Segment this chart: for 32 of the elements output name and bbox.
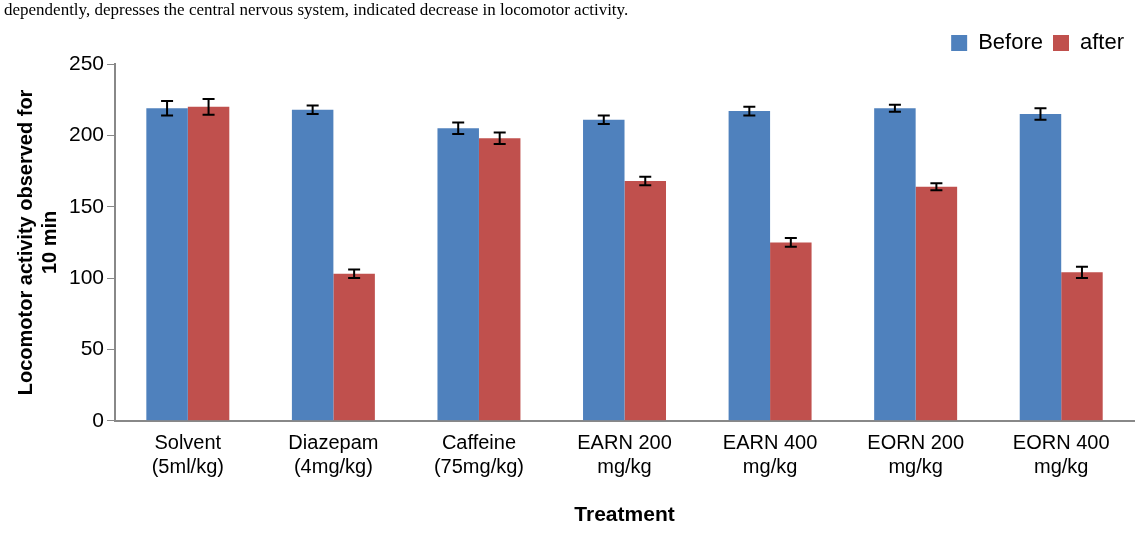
legend-label: after [1079,29,1125,55]
x-tick-label: Solvent (5ml/kg) [151,431,224,478]
y-tick-label: 250 [68,50,105,74]
bar [728,111,771,421]
x-tick-label: EORN 400 mg/kg [1012,431,1110,478]
bar [624,181,667,421]
x-tick-label: EORN 200 mg/kg [867,431,965,478]
text: dependently, depresses the central nervous system, indicated decrease in locomotor activity. [4,0,629,20]
bar [874,108,916,421]
bar [1061,272,1103,421]
bar [1019,113,1062,421]
x-tick-label: EARN 400 mg/kg [722,431,818,478]
bar [291,109,334,421]
x-tick-label: EARN 200 mg/kg [577,431,672,478]
y-tick-label: 200 [68,122,105,146]
bar [437,128,479,421]
legend-label: Before [978,29,1043,55]
bar [478,138,521,421]
y-tick-label: 50 [80,336,105,360]
bar [770,242,812,421]
x-tick-label: Caffeine (75mg/kg) [433,431,524,478]
bar [915,186,958,421]
y-axis-title: Locomotor activity observed for 10 min [13,89,60,396]
bar [146,108,188,421]
y-tick-label: 0 [92,407,105,431]
y-tick-label: 100 [68,264,105,288]
bar [333,273,375,421]
bar [583,119,625,421]
x-axis-title: Treatment [574,502,675,526]
x-tick-label: Diazepam (4mg/kg) [288,431,379,478]
bar [187,106,230,421]
y-tick-label: 150 [68,193,105,217]
